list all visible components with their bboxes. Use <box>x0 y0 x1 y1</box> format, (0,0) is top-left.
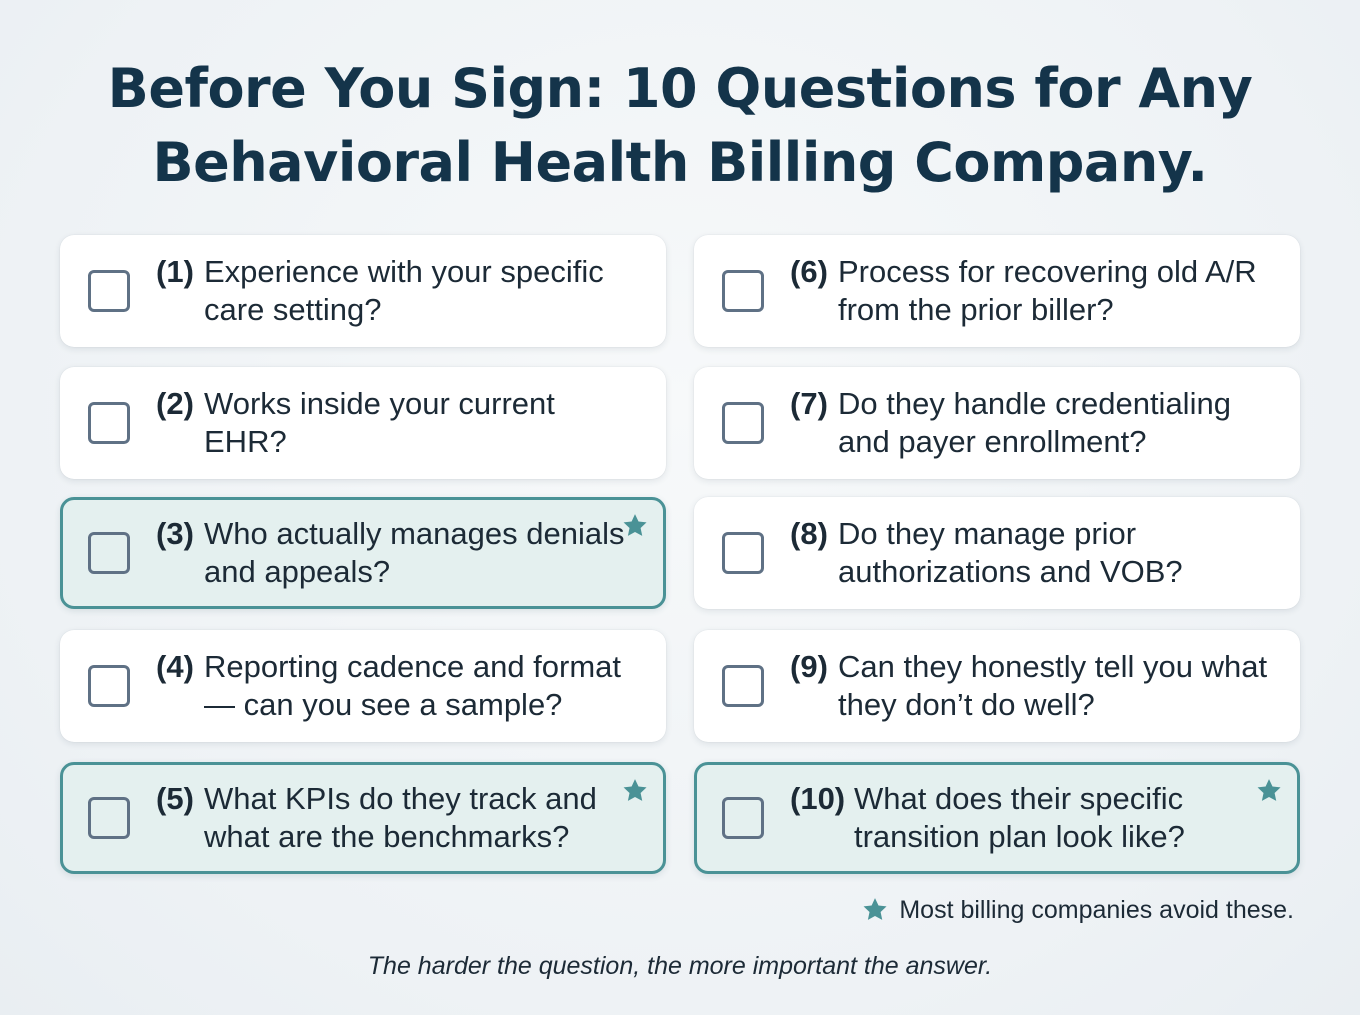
checkbox-question-1[interactable] <box>88 270 130 312</box>
question-text-10: (10) What does their specific transition … <box>790 765 1277 871</box>
question-number-4: (4) <box>156 649 194 684</box>
question-text-9: (9) Can they honestly tell you what they … <box>790 630 1280 742</box>
question-label-10: What does their specific transition plan… <box>854 781 1185 854</box>
question-card-4[interactable]: (4) Reporting cadence and format — can yo… <box>60 630 666 742</box>
question-card-7[interactable]: (7) Do they handle credentialing and paye… <box>694 367 1300 479</box>
question-card-3[interactable]: (3) Who actually manages denials and appe… <box>60 497 666 609</box>
star-icon <box>623 514 647 536</box>
checkbox-question-9[interactable] <box>722 665 764 707</box>
question-number-5: (5) <box>156 781 194 816</box>
question-label-2: Works inside your current EHR? <box>204 386 555 459</box>
question-text-5: (5) What KPIs do they track and what are … <box>156 765 643 871</box>
legend-text: Most billing companies avoid these. <box>899 895 1294 924</box>
checkbox-question-10[interactable] <box>722 797 764 839</box>
question-card-5[interactable]: (5) What KPIs do they track and what are … <box>60 762 666 874</box>
question-text-8: (8) Do they manage prior authorizations a… <box>790 497 1280 609</box>
checkbox-question-2[interactable] <box>88 402 130 444</box>
page-title: Before You Sign: 10 Questions for Any Be… <box>0 52 1360 200</box>
question-number-8: (8) <box>790 516 828 551</box>
question-number-9: (9) <box>790 649 828 684</box>
title-line-1: Before You Sign: 10 Questions for Any <box>107 57 1253 120</box>
question-number-2: (2) <box>156 386 194 421</box>
question-text-1: (1) Experience with your specific care se… <box>156 235 646 347</box>
question-label-9: Can they honestly tell you what they don… <box>838 649 1268 722</box>
question-number-7: (7) <box>790 386 828 421</box>
question-text-2: (2) Works inside your current EHR? <box>156 367 646 479</box>
question-label-8: Do they manage prior authorizations and … <box>838 516 1183 589</box>
footer-note: The harder the question, the more import… <box>367 952 993 980</box>
question-text-7: (7) Do they handle credentialing and paye… <box>790 367 1280 479</box>
question-label-4: Reporting cadence and format — can you s… <box>204 649 622 722</box>
question-label-5: What KPIs do they track and what are the… <box>204 781 597 854</box>
checkbox-question-8[interactable] <box>722 532 764 574</box>
question-text-4: (4) Reporting cadence and format — can yo… <box>156 630 646 742</box>
checkbox-question-3[interactable] <box>88 532 130 574</box>
checkbox-question-7[interactable] <box>722 402 764 444</box>
star-icon <box>623 779 647 801</box>
question-number-3: (3) <box>156 516 194 551</box>
question-card-1[interactable]: (1) Experience with your specific care se… <box>60 235 666 347</box>
question-text-6: (6) Process for recovering old A/R from t… <box>790 235 1280 347</box>
checkbox-question-6[interactable] <box>722 270 764 312</box>
question-text-3: (3) Who actually manages denials and appe… <box>156 500 643 606</box>
checkbox-question-5[interactable] <box>88 797 130 839</box>
question-card-9[interactable]: (9) Can they honestly tell you what they … <box>694 630 1300 742</box>
question-number-1: (1) <box>156 254 194 289</box>
question-card-2[interactable]: (2) Works inside your current EHR? <box>60 367 666 479</box>
checkbox-question-4[interactable] <box>88 665 130 707</box>
question-label-6: Process for recovering old A/R from the … <box>838 254 1257 327</box>
question-card-6[interactable]: (6) Process for recovering old A/R from t… <box>694 235 1300 347</box>
star-icon <box>1257 779 1281 801</box>
question-card-8[interactable]: (8) Do they manage prior authorizations a… <box>694 497 1300 609</box>
question-label-3: Who actually manages denials and appeals… <box>204 516 625 589</box>
question-number-10: (10) <box>790 781 846 816</box>
question-number-6: (6) <box>790 254 828 289</box>
question-label-1: Experience with your specific care setti… <box>204 254 604 327</box>
question-label-7: Do they handle credentialing and payer e… <box>838 386 1231 459</box>
legend: Most billing companies avoid these. <box>861 893 1294 927</box>
question-card-10[interactable]: (10) What does their specific transition … <box>694 762 1300 874</box>
title-line-2: Behavioral Health Billing Company. <box>152 131 1208 194</box>
star-icon <box>863 898 887 920</box>
